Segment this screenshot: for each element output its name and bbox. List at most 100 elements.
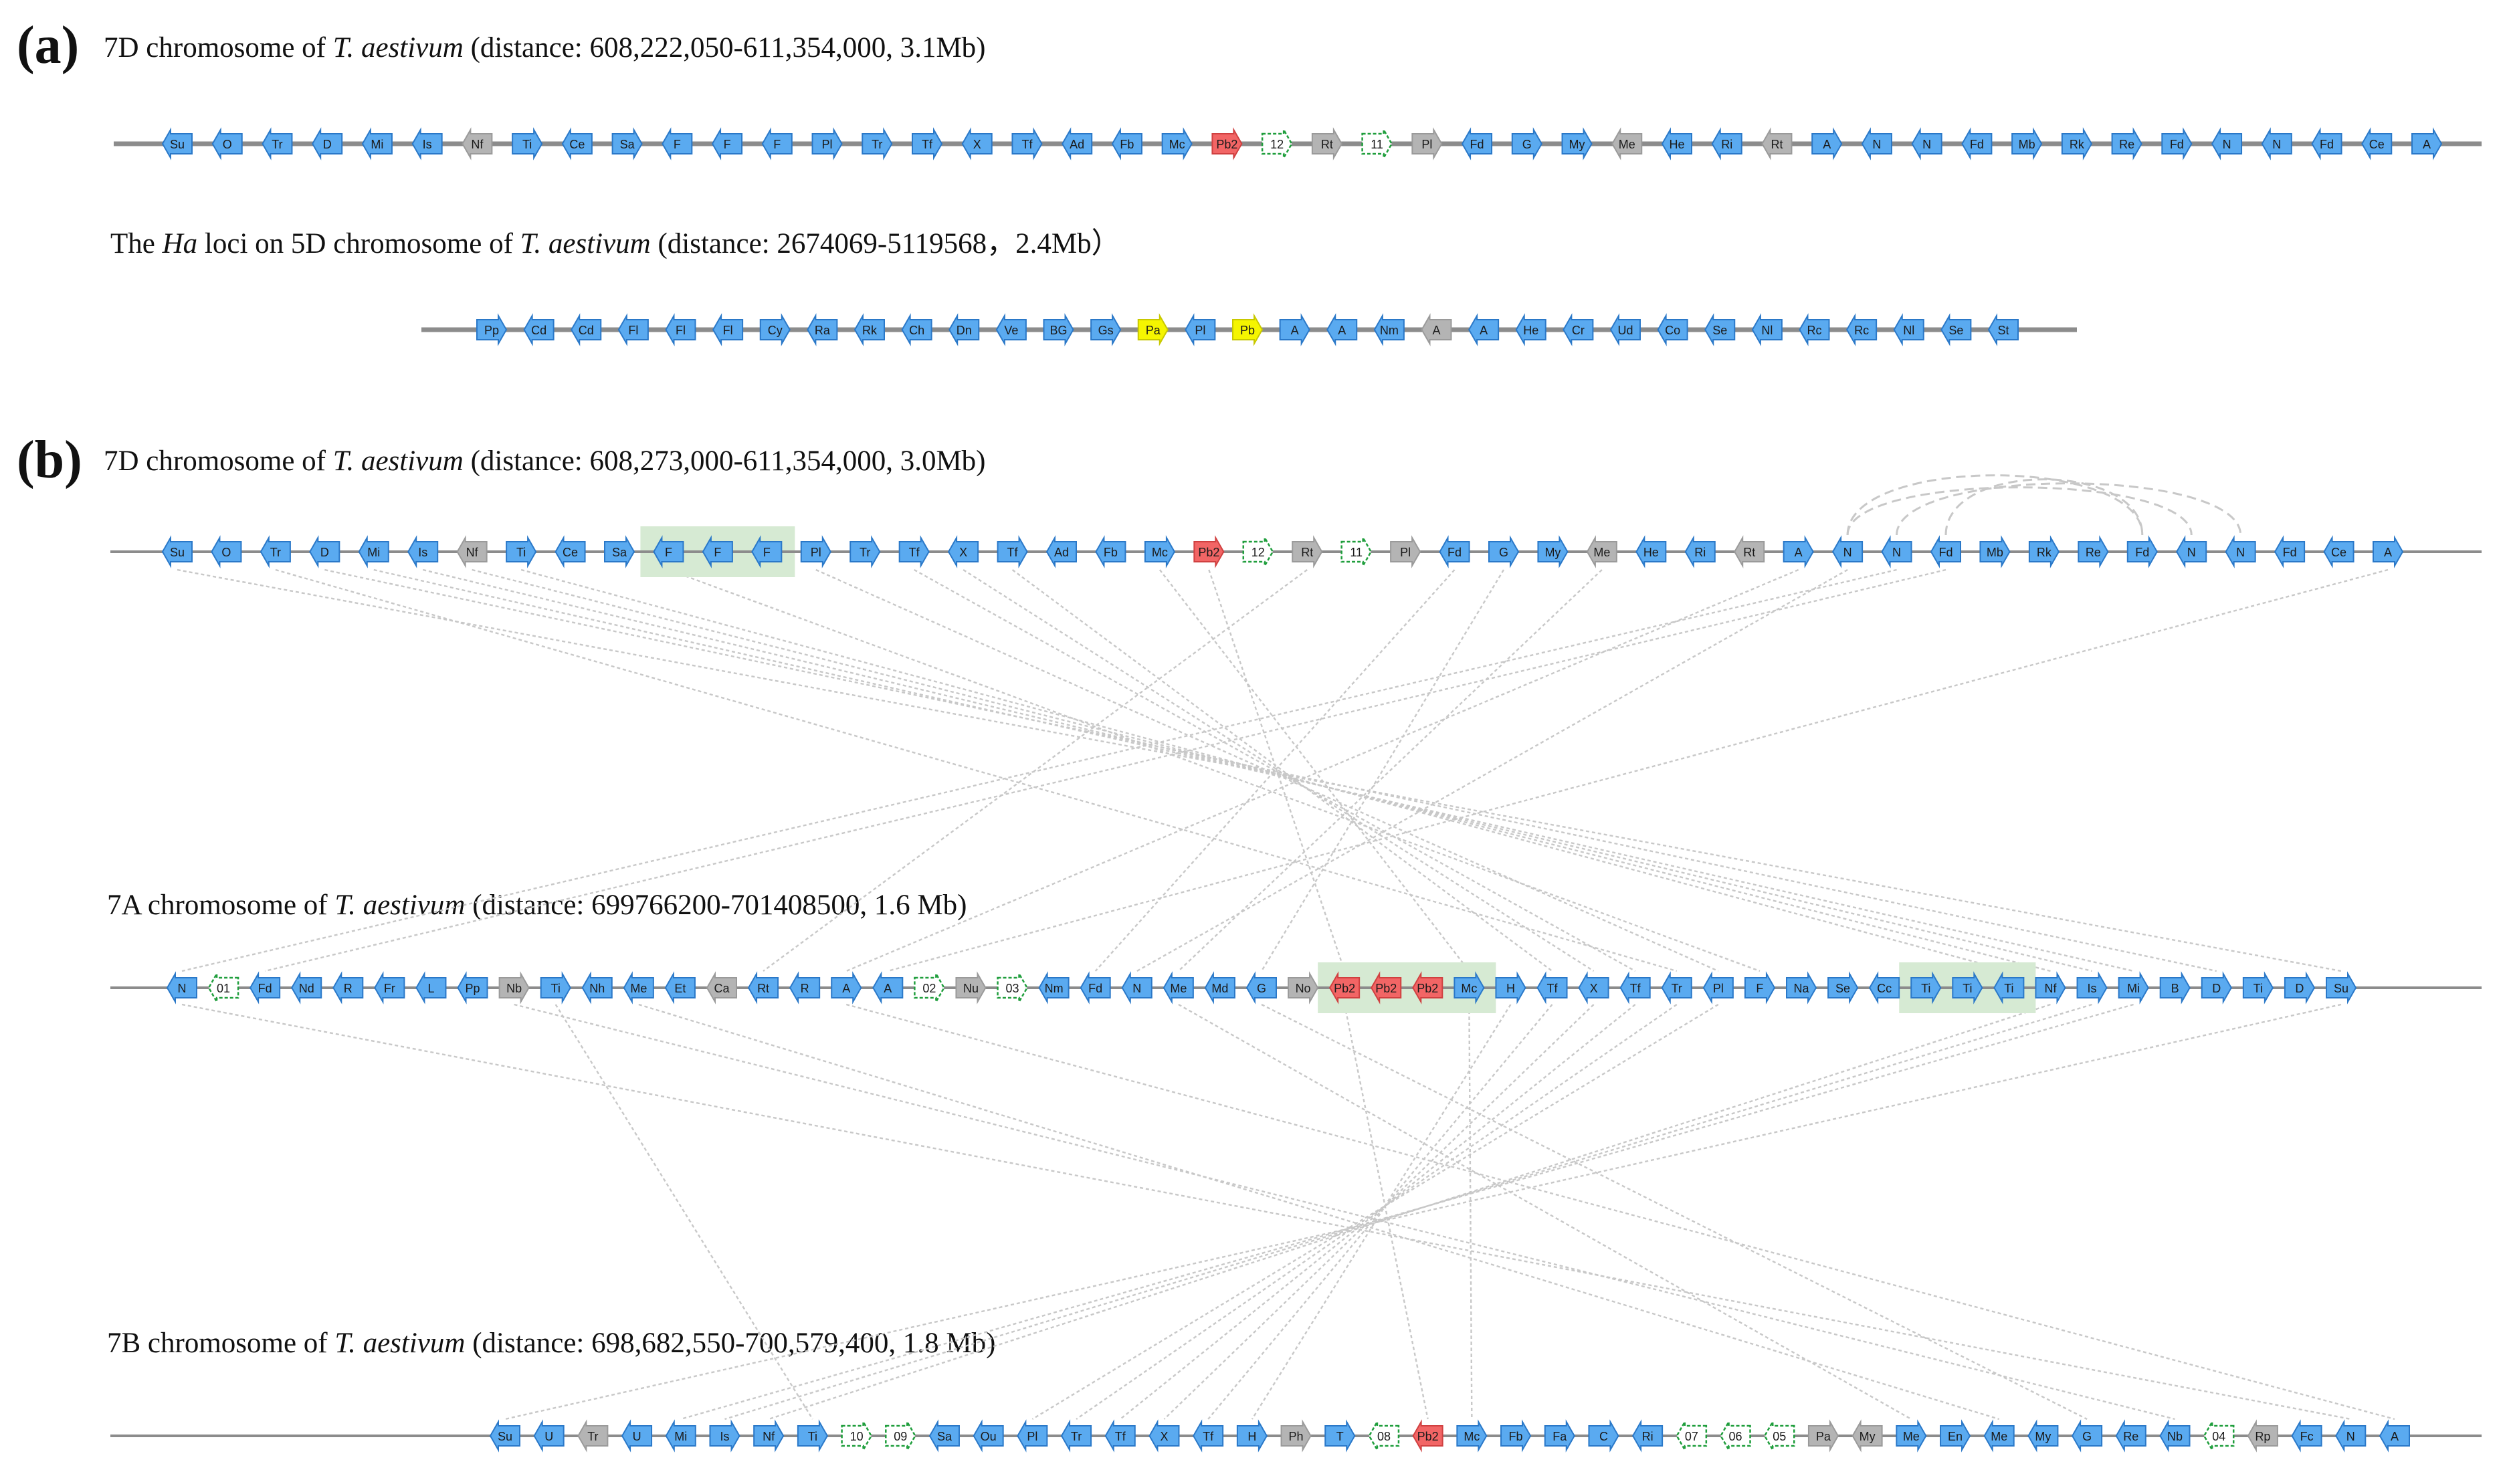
gene-label: Tf xyxy=(909,546,920,559)
gene-arrow-shape xyxy=(1763,1418,1795,1453)
gene-label: Is xyxy=(2088,982,2097,995)
gene-arrow-shape xyxy=(664,971,696,1004)
gene-h: H xyxy=(1495,971,1526,1004)
gene-arrow-shape xyxy=(2261,127,2292,161)
gene-arrow-shape xyxy=(1161,127,1193,161)
gene-label: Fd xyxy=(2170,138,2184,151)
gene-arrow-shape xyxy=(995,313,1027,346)
gene-arrow-shape xyxy=(2078,535,2109,568)
gene-label: Pl xyxy=(1400,546,1411,559)
gene-arrow-shape xyxy=(1940,313,1972,346)
synteny-link xyxy=(1251,1004,1512,1420)
gene-label: Sa xyxy=(620,138,635,151)
gene-arrow-shape xyxy=(753,1419,785,1453)
caption-suffix: (distance: 699766200-701408500, 1.6 Mb) xyxy=(465,889,967,921)
gene-label: Tr xyxy=(872,138,882,151)
gene-nb: Nb xyxy=(498,971,530,1004)
gene-arrow-shape xyxy=(2111,127,2142,161)
gene-label: Mc xyxy=(1461,982,1477,995)
gene-label: 01 xyxy=(217,982,230,995)
synteny-link xyxy=(504,1003,2342,1420)
gene-n: N xyxy=(1881,535,1912,568)
gene-label: Mb xyxy=(2019,138,2035,151)
gene-label: O xyxy=(223,138,232,151)
gene-arrow-shape xyxy=(1412,971,1443,1004)
gene-label: Ce xyxy=(2331,546,2346,559)
gene-nd: Nd xyxy=(291,971,322,1004)
gene-nb: Nb xyxy=(2159,1419,2191,1453)
gene-arrow-shape xyxy=(1062,127,1093,161)
gene-label: A xyxy=(1795,546,1803,559)
synteny-link xyxy=(1208,569,1346,972)
gene-arrow-shape xyxy=(1495,971,1526,1004)
gene-d: D xyxy=(2201,971,2232,1004)
gene-arrow-shape xyxy=(1193,1419,1224,1453)
gene-pb2: Pb2 xyxy=(1412,971,1443,1004)
gene-nf: Nf xyxy=(753,1419,785,1453)
gene-arrow-shape xyxy=(1261,126,1293,161)
gene-arrow-shape xyxy=(456,535,488,568)
gene-arrow-shape xyxy=(2203,1418,2235,1453)
gene-label: Nb xyxy=(506,982,522,995)
gene-label: He xyxy=(1643,546,1659,559)
gene-label: X xyxy=(973,138,981,151)
gene-label: A xyxy=(2391,1430,2399,1443)
gene-arrow-shape xyxy=(1411,127,1443,161)
gene-mc: Mc xyxy=(1456,1419,1488,1453)
gene-g: G xyxy=(1511,127,1542,161)
gene-arrow-shape xyxy=(2071,1419,2103,1453)
gene-f: F xyxy=(1744,971,1776,1004)
gene-arrow-shape xyxy=(309,535,340,568)
gene-label: 11 xyxy=(1371,138,1383,151)
track-b-7b: Su U Tr U Mi Is Nf Ti 10 09 Sa Ou Pl Tr Tf X Tf H Ph T 08 Pb2… xyxy=(110,1418,2482,1453)
caption-middle: loci on 5D chromosome of xyxy=(197,228,520,259)
gene-fr: Fr xyxy=(374,971,405,1004)
gene-label: A xyxy=(1823,138,1831,151)
gene-pp: Pp xyxy=(476,313,508,346)
gene-f: F xyxy=(751,535,783,568)
gene-arrow-shape xyxy=(1869,971,1900,1004)
gene-d: D xyxy=(309,535,340,568)
gene-he: He xyxy=(1661,127,1692,161)
gene-label: Nd xyxy=(299,982,314,995)
gene-label: A xyxy=(2384,546,2392,559)
gene-label: Pb2 xyxy=(1334,982,1355,995)
gene-label: Fb xyxy=(1120,138,1134,151)
gene-label: N xyxy=(2187,546,2196,559)
gene-label: Su xyxy=(170,138,185,151)
gene-nh: Nh xyxy=(581,971,613,1004)
gene-label: Pb2 xyxy=(1216,138,1237,151)
gene-sa: Sa xyxy=(611,127,643,161)
gene-arrow-shape xyxy=(249,971,281,1004)
gene-f: F xyxy=(662,127,693,161)
gene-fd: Fd xyxy=(249,971,281,1004)
gene-label: Dn xyxy=(957,324,972,337)
gene-pb2: Pb2 xyxy=(1412,1419,1443,1453)
gene-n: N xyxy=(1831,535,1864,568)
synteny-link xyxy=(1094,569,1456,972)
gene-arrow-shape xyxy=(2291,1419,2322,1453)
gene-pl: Pl xyxy=(800,535,831,568)
gene-x: X xyxy=(1148,1419,1180,1453)
gene-arrow-shape xyxy=(2361,127,2393,161)
gene-label: Mi xyxy=(674,1430,687,1443)
gene-arrow-shape xyxy=(1311,127,1343,161)
gene-01: 01 xyxy=(207,970,239,1005)
gene-arrow-shape xyxy=(1561,127,1593,161)
gene-arrow-shape xyxy=(1786,971,1817,1004)
gene-arrow-shape xyxy=(665,313,696,346)
gene-arrow-shape xyxy=(1684,535,1716,568)
caption-gene: Ha xyxy=(162,228,198,259)
gene-arrow-shape xyxy=(617,313,649,346)
gene-arrow-shape xyxy=(1896,1419,1927,1453)
gene-arrow-shape xyxy=(2311,127,2342,161)
gene-me: Me xyxy=(1586,535,1617,568)
gene-03: 03 xyxy=(997,970,1028,1005)
gene-label: Se xyxy=(1712,324,1727,337)
gene-label: 08 xyxy=(1377,1430,1391,1443)
gene-fd: Fd xyxy=(2126,535,2158,568)
gene-arrow-shape xyxy=(540,971,571,1004)
gene-label: Ad xyxy=(1070,138,1084,151)
